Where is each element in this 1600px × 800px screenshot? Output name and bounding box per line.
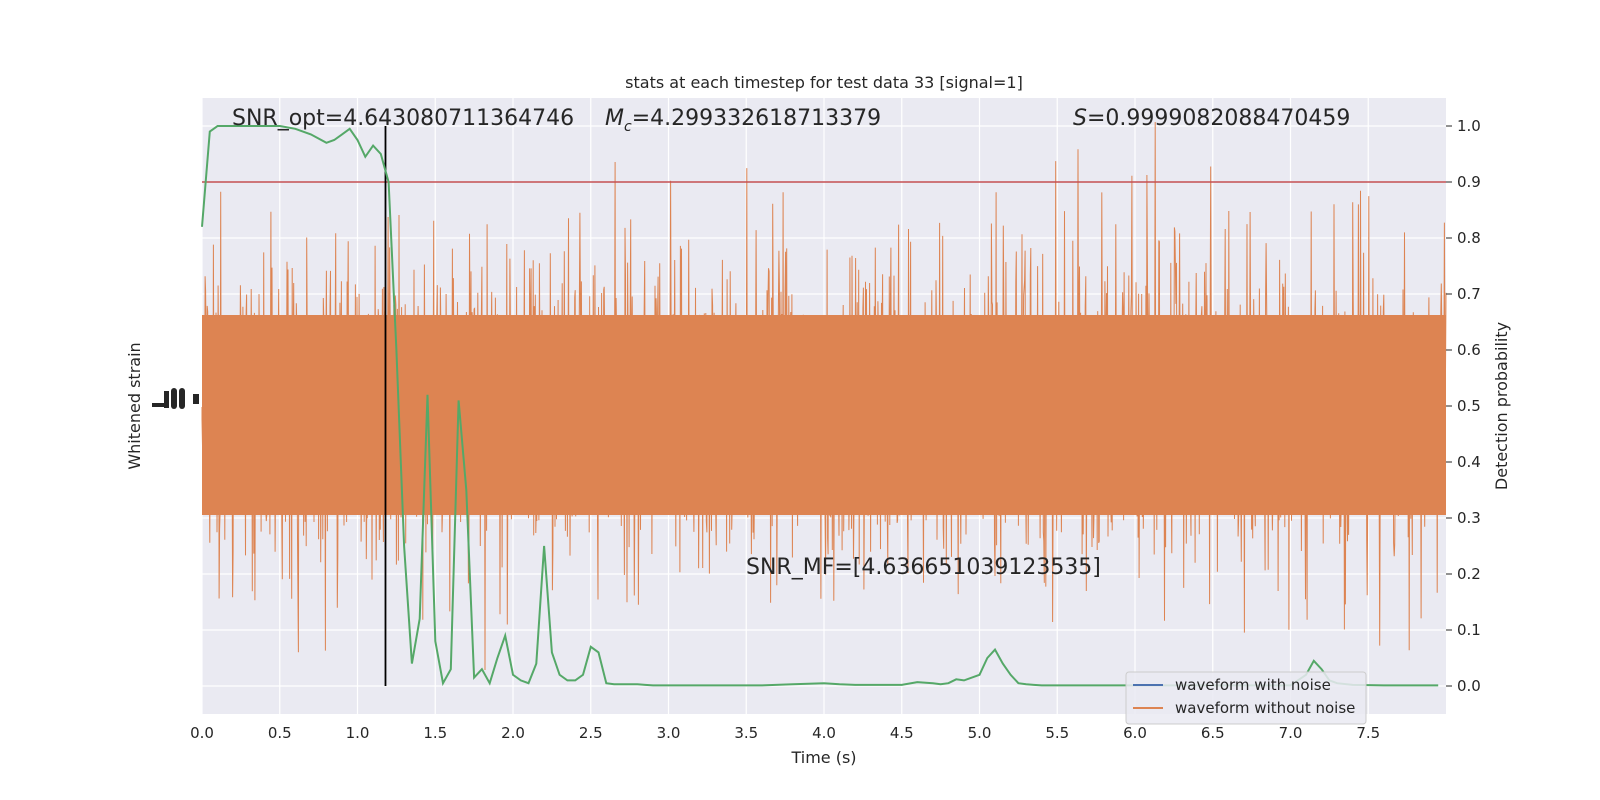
x-tick-label: 6.5 (1201, 724, 1225, 742)
y-tick-label: 0.5 (1457, 397, 1481, 415)
y-axis-label-right: Detection probability (1492, 322, 1511, 490)
snr-mf-annotation: SNR_MF=[4.636651039123535] (746, 555, 1101, 580)
waveform-core-band (202, 315, 1446, 515)
snr-opt-annotation: SNR_opt=4.643080711364746 (232, 106, 574, 131)
y-tick-label: 0.0 (1457, 677, 1481, 695)
x-tick-label: 5.5 (1045, 724, 1069, 742)
waveform-without-noise-series (201, 121, 1447, 671)
chart-title: stats at each timestep for test data 33 … (625, 73, 1023, 92)
x-tick-label: 3.5 (734, 724, 758, 742)
y-tick-label: 0.3 (1457, 509, 1481, 527)
x-tick-label: 1.5 (423, 724, 447, 742)
y-tick-label: 0.4 (1457, 453, 1481, 471)
y-tick-label: 1.0 (1457, 117, 1481, 135)
y-tick-label: 0.1 (1457, 621, 1481, 639)
y-axis-label-left: Whitened strain (125, 342, 144, 469)
x-axis-label: Time (s) (790, 748, 856, 767)
y-tick-label: 0.9 (1457, 173, 1481, 191)
x-tick-label: 5.0 (968, 724, 992, 742)
x-tick-label: 4.0 (812, 724, 836, 742)
x-tick-label: 1.0 (346, 724, 370, 742)
x-axis-ticks: 0.0 0.5 1.0 1.5 2.0 2.5 3.0 3.5 4.0 4.5 5.0 5.5 6.0 6… (190, 724, 1380, 742)
y-axis-ticks-right: 0.0 0.1 0.2 0.3 0.4 0.5 0.6 0.7 0.8 0.9 1.0 (1446, 117, 1481, 695)
y-tick-label: 0.2 (1457, 565, 1481, 583)
left-axis-glyph (152, 388, 199, 409)
legend: waveform with noise waveform without noi… (1125, 671, 1367, 725)
x-tick-label: 7.5 (1356, 724, 1380, 742)
s-annotation: S=0.9999082088470459 (1073, 106, 1350, 131)
legend-label-without-noise: waveform without noise (1175, 699, 1355, 717)
y-tick-label: 0.8 (1457, 229, 1481, 247)
s-value: =0.9999082088470459 (1087, 106, 1350, 131)
chirp-mass-annotation: Mc=4.299332618713379 (605, 106, 881, 135)
x-tick-label: 4.5 (890, 724, 914, 742)
x-tick-label: 7.0 (1279, 724, 1303, 742)
legend-box (1125, 671, 1367, 725)
legend-label-with-noise: waveform with noise (1175, 676, 1331, 694)
y-tick-label: 0.6 (1457, 341, 1481, 359)
x-tick-label: 3.0 (657, 724, 681, 742)
x-tick-label: 0.0 (190, 724, 214, 742)
x-tick-label: 6.0 (1123, 724, 1147, 742)
x-tick-label: 2.0 (501, 724, 525, 742)
chirp-mass-value: =4.299332618713379 (632, 106, 881, 131)
x-tick-label: 0.5 (268, 724, 292, 742)
x-tick-label: 2.5 (579, 724, 603, 742)
detection-probability-line (201, 125, 1439, 687)
y-tick-label: 0.7 (1457, 285, 1481, 303)
